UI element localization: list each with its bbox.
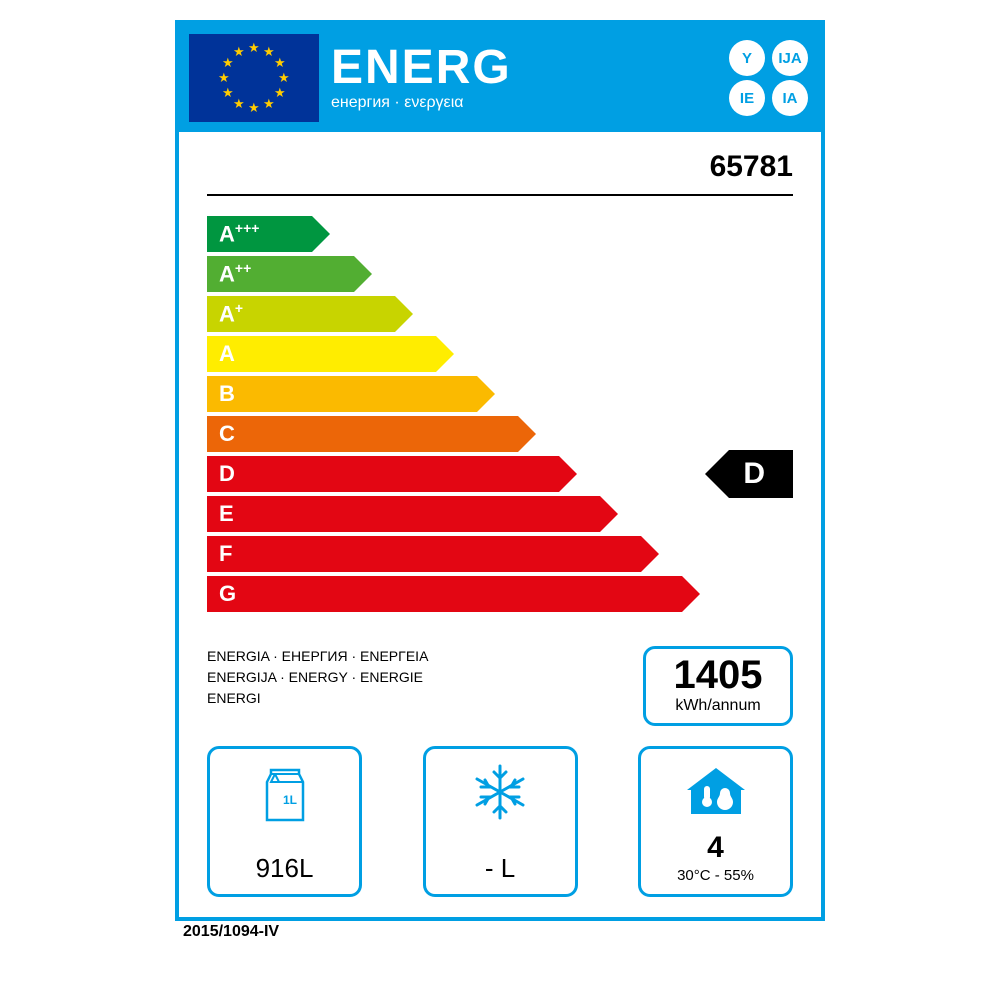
- frozen-volume-value: - L: [485, 853, 515, 884]
- lang-code-pill: IJA: [772, 40, 808, 76]
- lang-code-pill: IE: [729, 80, 765, 116]
- rating-arrow: F: [207, 536, 641, 572]
- energy-line-3: ENERGI: [207, 688, 627, 709]
- model-number: 65781: [179, 132, 821, 194]
- consumption-box: 1405 kWh/annum: [643, 646, 793, 726]
- fresh-volume-value: 916L: [256, 853, 314, 884]
- snowflake-icon: [468, 757, 532, 827]
- rating-arrow: C: [207, 416, 518, 452]
- rating-arrow: B: [207, 376, 477, 412]
- rating-arrow: G: [207, 576, 682, 612]
- frozen-volume-box: - L: [423, 746, 578, 897]
- header-title: ENERG: [331, 44, 717, 92]
- lang-code-pill: IA: [772, 80, 808, 116]
- rating-arrow-row: G: [207, 576, 793, 612]
- rating-arrow-label: E: [207, 501, 234, 527]
- rating-arrow-label: A: [207, 341, 235, 367]
- rating-arrow-label: B: [207, 381, 235, 407]
- rating-arrow-row: A+: [207, 296, 793, 332]
- rating-arrow-label: A++: [207, 260, 251, 287]
- selected-rating-letter: D: [729, 450, 793, 498]
- header-language-codes: YIJAIEIA: [729, 40, 811, 116]
- rating-arrow: A: [207, 336, 436, 372]
- climate-class-value: 4: [707, 831, 724, 865]
- rating-arrow-label: D: [207, 461, 235, 487]
- rating-arrow-row: A++: [207, 256, 793, 292]
- rating-arrow: A++: [207, 256, 354, 292]
- rating-arrow: A+: [207, 296, 395, 332]
- rating-arrow-label: A+++: [207, 220, 259, 247]
- lang-code-pill: Y: [729, 40, 765, 76]
- fresh-volume-box: 1L 916L: [207, 746, 362, 897]
- rating-arrow: E: [207, 496, 600, 532]
- consumption-unit: kWh/annum: [650, 697, 786, 715]
- rating-arrow-row: C: [207, 416, 793, 452]
- divider-line: [207, 194, 793, 196]
- climate-house-icon: [681, 757, 751, 827]
- eu-flag-icon: ★★★★★★★★★★★★: [189, 34, 319, 122]
- consumption-value: 1405: [650, 655, 786, 695]
- climate-class-box: 4 30°C - 55%: [638, 746, 793, 897]
- header-band: ★★★★★★★★★★★★ ENERG енергия · ενεργεια YI…: [179, 24, 821, 132]
- rating-scale: A+++A++A+ABCDEFGD: [179, 216, 821, 612]
- rating-arrow-label: C: [207, 421, 235, 447]
- energy-label: ★★★★★★★★★★★★ ENERG енергия · ενεργεια YI…: [175, 20, 825, 921]
- climate-class-range: 30°C - 55%: [677, 867, 754, 884]
- energy-line-1: ENERGIA · ЕНЕРГИЯ · ΕΝΕΡΓΕΙΑ: [207, 646, 627, 667]
- header-subtitle: енергия · ενεργεια: [331, 94, 717, 112]
- rating-arrow-label: G: [207, 581, 236, 607]
- rating-arrow: D: [207, 456, 559, 492]
- energy-translations: ENERGIA · ЕНЕРГИЯ · ΕΝΕΡΓΕΙΑ ENERGIJA · …: [207, 646, 627, 726]
- selected-rating-marker: D: [729, 450, 793, 498]
- milk-carton-icon: 1L: [261, 757, 309, 827]
- rating-arrow-row: E: [207, 496, 793, 532]
- info-row: ENERGIA · ЕНЕРГИЯ · ΕΝΕΡΓΕΙΑ ENERGIJA · …: [179, 616, 821, 736]
- header-text: ENERG енергия · ενεργεια: [331, 44, 717, 112]
- rating-arrow-label: F: [207, 541, 232, 567]
- rating-arrow: A+++: [207, 216, 312, 252]
- rating-arrow-row: B: [207, 376, 793, 412]
- energy-line-2: ENERGIJA · ENERGY · ENERGIE: [207, 667, 627, 688]
- spec-boxes: 1L 916L - L: [179, 736, 821, 917]
- rating-arrow-label: A+: [207, 300, 243, 327]
- regulation-number: 2015/1094-IV: [179, 923, 279, 941]
- svg-text:1L: 1L: [283, 793, 297, 807]
- rating-arrow-row: A+++: [207, 216, 793, 252]
- rating-arrow-row: A: [207, 336, 793, 372]
- rating-arrow-row: F: [207, 536, 793, 572]
